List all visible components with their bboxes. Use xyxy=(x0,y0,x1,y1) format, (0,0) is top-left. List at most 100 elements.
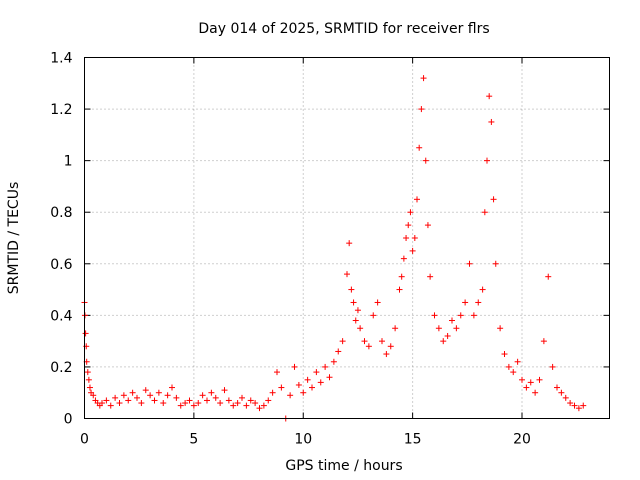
data-point xyxy=(330,358,337,365)
data-point xyxy=(431,312,438,319)
data-point xyxy=(462,299,469,306)
data-point xyxy=(449,317,455,324)
data-point xyxy=(199,392,206,399)
data-point xyxy=(435,325,442,332)
data-point xyxy=(396,286,403,293)
data-point xyxy=(212,394,219,401)
data-point xyxy=(400,255,407,262)
data-point xyxy=(398,273,405,280)
data-point xyxy=(486,93,493,100)
data-point xyxy=(230,402,237,409)
data-point xyxy=(182,400,189,407)
data-point xyxy=(350,299,357,306)
data-point xyxy=(85,376,92,383)
data-point xyxy=(335,348,342,355)
data-point xyxy=(527,379,534,386)
data-point xyxy=(326,374,333,381)
axis-ticks xyxy=(84,57,610,419)
data-point xyxy=(409,247,416,254)
plot-frame xyxy=(84,57,610,419)
y-tick-label: 0.4 xyxy=(50,308,72,324)
data-point xyxy=(260,402,267,409)
data-point xyxy=(151,397,158,404)
data-point xyxy=(239,394,245,401)
data-point xyxy=(252,400,259,407)
data-point xyxy=(424,222,431,229)
y-tick-label: 0.2 xyxy=(50,360,72,376)
data-point xyxy=(571,402,578,409)
data-point xyxy=(313,369,320,376)
data-point xyxy=(256,405,263,412)
data-point xyxy=(484,157,490,164)
data-point xyxy=(411,235,418,241)
data-point xyxy=(160,400,167,407)
data-point xyxy=(138,400,145,407)
data-point xyxy=(195,400,202,407)
data-point xyxy=(116,400,123,407)
data-point xyxy=(112,394,119,401)
data-point xyxy=(348,286,355,293)
data-point xyxy=(392,325,399,332)
data-point xyxy=(339,338,346,345)
data-point xyxy=(107,402,114,409)
data-point xyxy=(444,332,451,339)
data-point xyxy=(414,196,420,203)
data-point xyxy=(567,400,574,407)
data-point xyxy=(549,363,556,370)
data-point xyxy=(190,402,197,409)
data-point xyxy=(405,222,412,229)
data-point xyxy=(374,299,381,306)
data-point xyxy=(247,397,254,404)
data-point xyxy=(357,325,364,332)
data-point xyxy=(265,397,272,404)
data-point xyxy=(488,118,495,125)
data-point xyxy=(501,351,508,358)
data-point xyxy=(379,338,385,345)
data-point xyxy=(427,273,434,280)
data-point xyxy=(221,387,228,394)
data-point xyxy=(186,397,193,404)
data-point xyxy=(510,369,517,376)
data-point xyxy=(407,209,414,216)
data-point xyxy=(164,392,171,399)
data-point xyxy=(300,389,307,396)
data-point xyxy=(440,338,447,345)
data-point xyxy=(225,397,232,404)
data-point xyxy=(416,144,423,151)
data-point xyxy=(470,312,477,319)
data-point xyxy=(177,402,184,409)
x-tick-label: 0 xyxy=(80,432,89,448)
axis-tick-labels: 0 0.2 0.4 0.6 0.8 1 1.2 1.4 0 5 10 15 20 xyxy=(50,51,531,448)
y-tick-label: 1.2 xyxy=(50,102,72,118)
data-point xyxy=(370,312,377,319)
data-point xyxy=(457,312,464,319)
data-point xyxy=(243,402,250,409)
data-point xyxy=(387,343,394,350)
x-tick-label: 10 xyxy=(294,432,312,448)
data-point xyxy=(317,379,324,386)
data-point xyxy=(278,384,285,391)
data-points xyxy=(81,75,587,422)
y-tick-label: 0.6 xyxy=(50,257,72,273)
data-point xyxy=(129,389,136,396)
data-point xyxy=(383,351,390,358)
data-point xyxy=(492,260,499,267)
data-point xyxy=(173,394,180,401)
y-tick-label: 1.4 xyxy=(50,51,72,67)
data-point xyxy=(490,196,497,203)
data-point xyxy=(532,389,539,396)
data-point xyxy=(208,389,215,396)
data-point xyxy=(103,397,110,404)
data-point xyxy=(475,299,482,306)
x-tick-label: 15 xyxy=(404,432,422,448)
data-point xyxy=(147,392,154,399)
data-point xyxy=(134,394,140,401)
data-point xyxy=(234,400,241,407)
data-point xyxy=(352,317,359,324)
data-point xyxy=(204,397,210,404)
data-point xyxy=(514,358,521,365)
chart-title: Day 014 of 2025, SRMTID for receiver flr… xyxy=(198,21,489,37)
grid xyxy=(84,57,610,419)
data-point xyxy=(142,387,149,394)
